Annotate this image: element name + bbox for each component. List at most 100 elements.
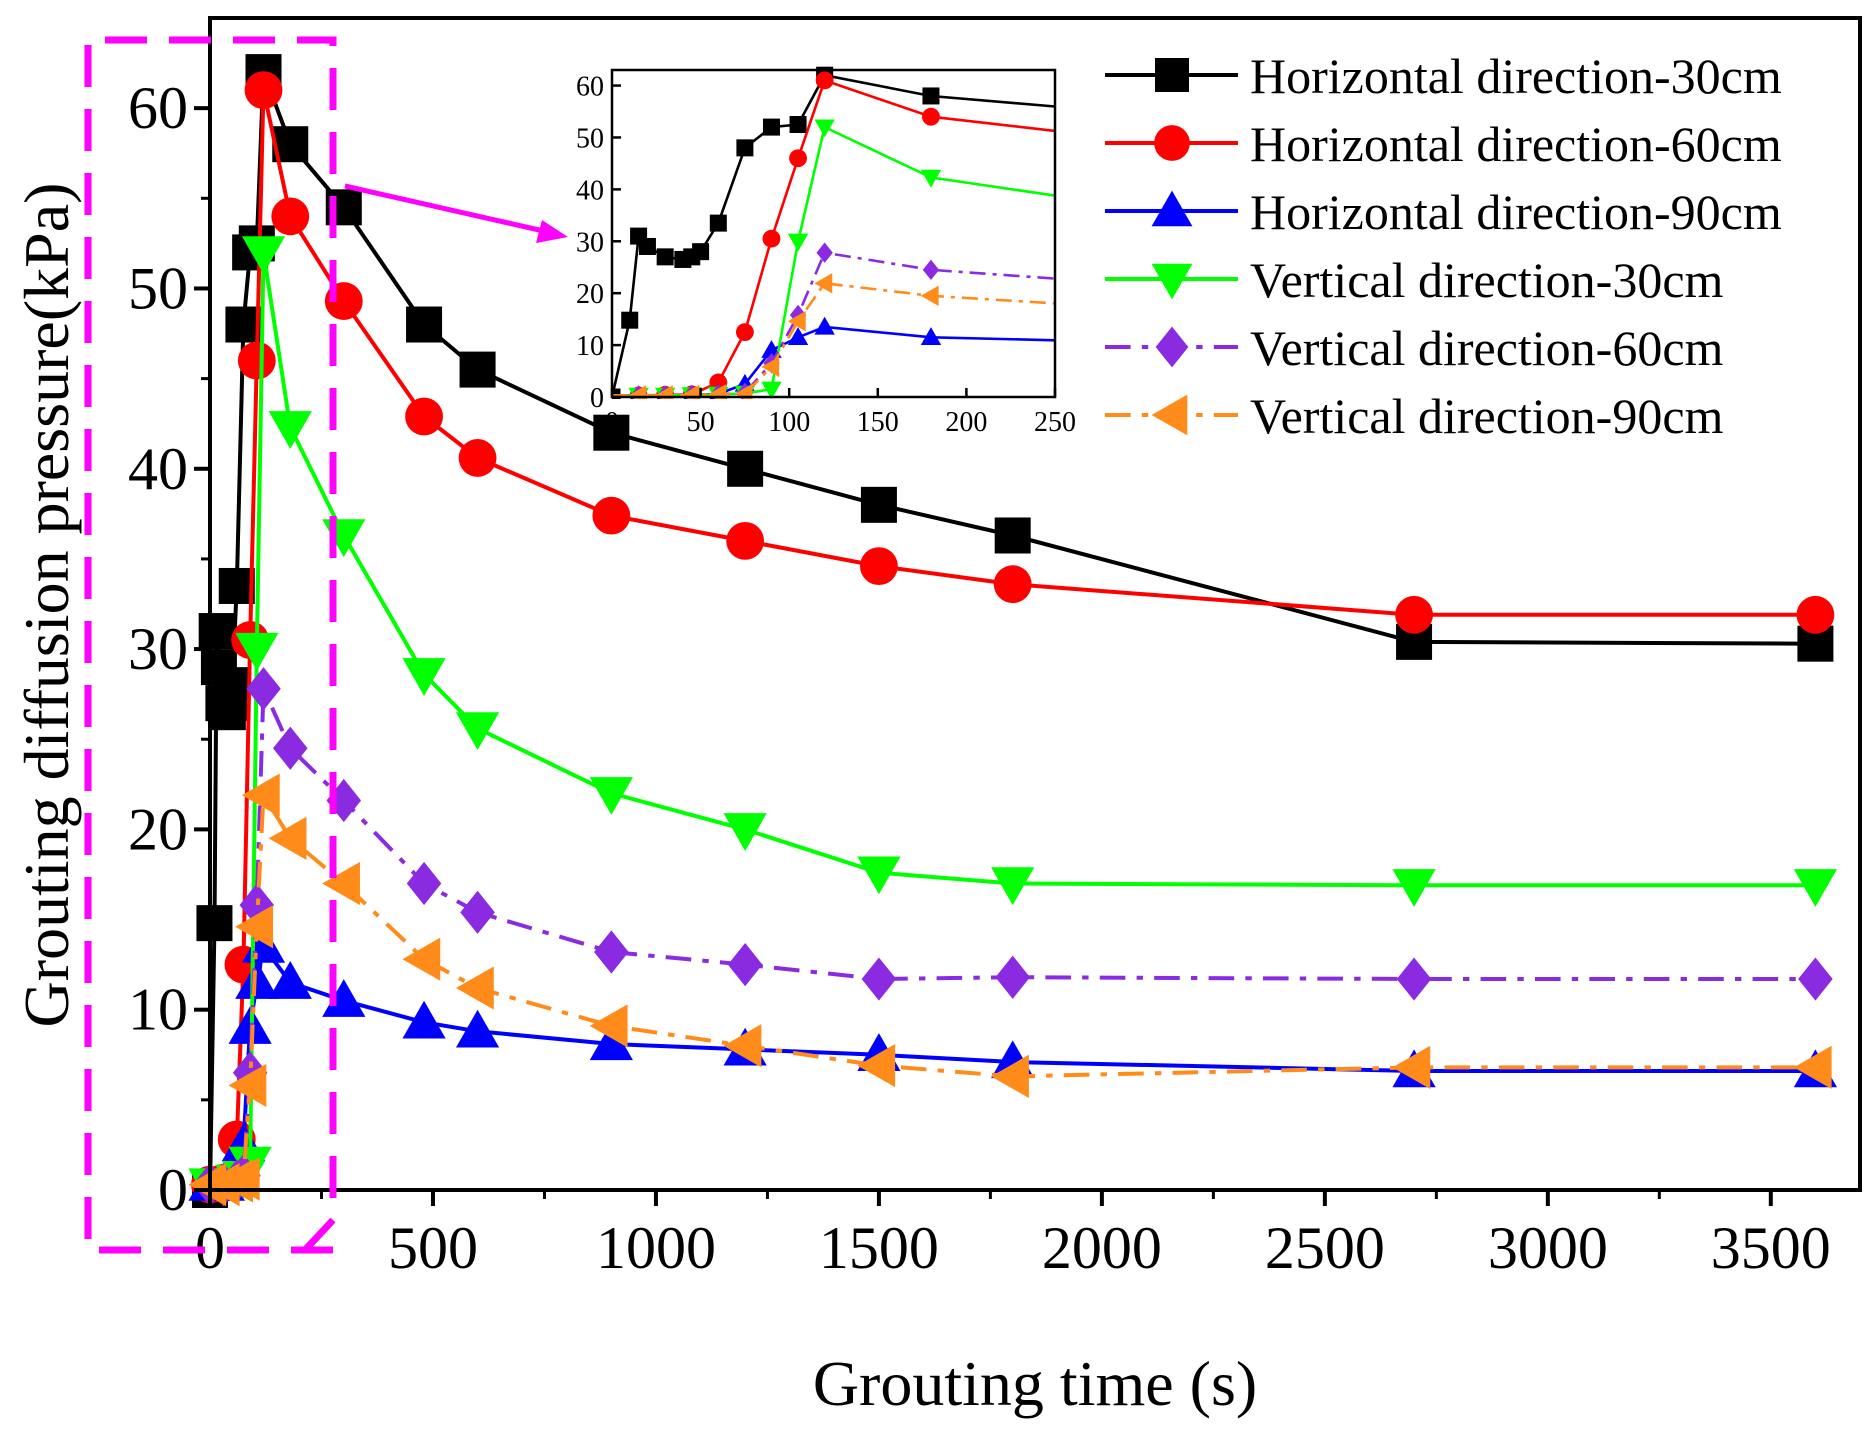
legend-item-vertical-direction-30cm: Vertical direction-30cm — [1105, 252, 1724, 308]
data-point-horizontal-direction-30cm — [218, 567, 255, 604]
x-tick-label: 3500 — [1711, 1215, 1831, 1281]
inset-data-point-horizontal-direction-30cm — [709, 214, 727, 232]
data-point-vertical-direction-90cm — [455, 966, 494, 1010]
data-point-vertical-direction-30cm — [857, 856, 901, 895]
inset-y-tick-label: 0 — [590, 383, 604, 414]
legend-item-horizontal-direction-30cm: Horizontal direction-30cm — [1105, 48, 1782, 104]
legend-label: Horizontal direction-60cm — [1250, 116, 1782, 172]
legend-swatch-marker — [1155, 58, 1189, 92]
legend-label: Vertical direction-90cm — [1250, 388, 1724, 444]
data-point-vertical-direction-60cm — [861, 957, 897, 1001]
data-point-vertical-direction-30cm — [723, 813, 767, 851]
inset-data-point-horizontal-direction-30cm — [692, 243, 710, 261]
inset-x-tick-label: 250 — [1034, 407, 1076, 438]
legend-label: Vertical direction-60cm — [1250, 320, 1724, 376]
data-point-vertical-direction-60cm — [1798, 957, 1833, 1001]
inset-data-point-horizontal-direction-30cm — [621, 311, 639, 329]
y-tick-label: 0 — [158, 1157, 188, 1223]
data-point-vertical-direction-60cm — [246, 667, 281, 711]
inset-data-point-horizontal-direction-60cm — [922, 107, 940, 126]
inset-data-point-horizontal-direction-90cm — [787, 327, 809, 345]
inset-y-tick-label: 40 — [576, 175, 604, 206]
x-axis-label: Grouting time (s) — [813, 1348, 1257, 1419]
inset-chart: 0 50 100 150 200 250 0 10 20 30 40 50 60 — [576, 66, 1076, 438]
y-tick-label: 60 — [128, 75, 188, 141]
data-point-horizontal-direction-60cm — [1395, 595, 1433, 634]
inset-data-point-vertical-direction-30cm — [787, 233, 809, 252]
inset-data-point-horizontal-direction-30cm — [638, 237, 656, 255]
data-point-vertical-direction-30cm — [402, 658, 446, 696]
data-point-vertical-direction-90cm — [228, 1063, 267, 1108]
data-point-vertical-direction-30cm — [241, 236, 286, 274]
data-point-horizontal-direction-60cm — [405, 397, 443, 436]
y-axis-label: Grouting diffusion pressure(kPa) — [11, 183, 82, 1028]
data-point-horizontal-direction-30cm — [198, 613, 235, 650]
inset-data-point-horizontal-direction-30cm — [762, 118, 780, 136]
main-series-layer — [188, 54, 1838, 1208]
inset-data-point-horizontal-direction-30cm — [612, 388, 621, 399]
legend-label: Horizontal direction-90cm — [1250, 184, 1782, 240]
data-point-vertical-direction-60cm — [727, 943, 763, 987]
main-axes: 0 500 1000 1500 2000 2500 3000 3500010203040506… — [128, 16, 1862, 1281]
series-line-vertical-direction-60cm — [210, 687, 1816, 1187]
data-point-vertical-direction-90cm — [235, 905, 274, 949]
callout-arrow-head — [536, 220, 568, 243]
data-point-horizontal-direction-90cm — [322, 979, 366, 1017]
data-point-vertical-direction-90cm — [402, 937, 441, 981]
data-point-vertical-direction-30cm — [322, 519, 366, 558]
y-tick-label: 30 — [128, 616, 188, 682]
data-point-horizontal-direction-60cm — [1796, 595, 1835, 634]
data-point-horizontal-direction-30cm — [406, 306, 443, 343]
inset-x-tick-label: 0 — [605, 407, 619, 438]
data-point-horizontal-direction-90cm — [402, 1000, 446, 1039]
inset-x-tick-label: 50 — [687, 407, 715, 438]
inset-data-point-horizontal-direction-90cm — [920, 327, 942, 345]
y-tick-label: 40 — [128, 436, 188, 502]
inset-data-point-vertical-direction-90cm — [734, 383, 753, 399]
data-point-horizontal-direction-90cm — [455, 1009, 500, 1048]
x-tick-label: 3000 — [1488, 1215, 1608, 1281]
data-point-horizontal-direction-90cm — [268, 961, 312, 999]
legend-item-horizontal-direction-90cm: Horizontal direction-90cm — [1105, 184, 1782, 240]
inset-data-point-horizontal-direction-60cm — [789, 149, 807, 168]
data-point-vertical-direction-90cm — [991, 1054, 1029, 1099]
inset-frame — [610, 68, 1057, 399]
legend-label: Horizontal direction-30cm — [1250, 48, 1782, 104]
callout-arrow-shaft — [344, 183, 549, 235]
data-point-horizontal-direction-30cm — [196, 905, 233, 942]
main-plot-frame — [208, 16, 1862, 1192]
inset-data-point-horizontal-direction-30cm — [736, 139, 754, 157]
data-point-vertical-direction-60cm — [594, 930, 629, 974]
data-point-vertical-direction-90cm — [1793, 1045, 1832, 1089]
legend-swatch-marker — [1154, 125, 1190, 161]
data-point-horizontal-direction-30cm — [459, 351, 496, 388]
inset-data-point-vertical-direction-90cm — [654, 385, 673, 399]
data-point-vertical-direction-90cm — [723, 1024, 762, 1068]
x-tick-label: 1500 — [819, 1215, 939, 1281]
inset-y-tick-label: 50 — [576, 123, 604, 154]
data-point-horizontal-direction-30cm — [994, 517, 1031, 554]
inset-y-tick-label: 10 — [576, 331, 604, 362]
data-point-vertical-direction-90cm — [322, 861, 360, 906]
legend-item-vertical-direction-60cm: Vertical direction-60cm — [1105, 320, 1724, 376]
data-point-vertical-direction-30cm — [589, 777, 633, 815]
inset-data-point-horizontal-direction-30cm — [789, 116, 807, 133]
inset-data-point-vertical-direction-60cm — [816, 242, 833, 263]
inset-data-point-vertical-direction-90cm — [814, 273, 833, 294]
inset-x-tick-label: 150 — [857, 407, 899, 438]
data-point-vertical-direction-30cm — [1793, 869, 1838, 907]
inset-data-point-horizontal-direction-30cm — [656, 248, 674, 266]
zoom-highlight-box — [84, 36, 568, 1254]
legend-swatch-marker — [1155, 326, 1189, 368]
data-point-horizontal-direction-30cm — [860, 486, 897, 523]
x-tick-label: 1000 — [596, 1215, 716, 1281]
data-point-vertical-direction-30cm — [991, 867, 1035, 906]
data-point-horizontal-direction-60cm — [860, 547, 898, 586]
x-tick-label: 500 — [388, 1215, 478, 1281]
y-tick-label: 10 — [128, 977, 188, 1043]
data-point-horizontal-direction-60cm — [237, 341, 276, 380]
legend: Horizontal direction-30cm Horizontal dire… — [1105, 48, 1782, 444]
inset-data-point-vertical-direction-90cm — [787, 311, 806, 332]
series-vertical-direction-90cm — [188, 773, 1832, 1207]
